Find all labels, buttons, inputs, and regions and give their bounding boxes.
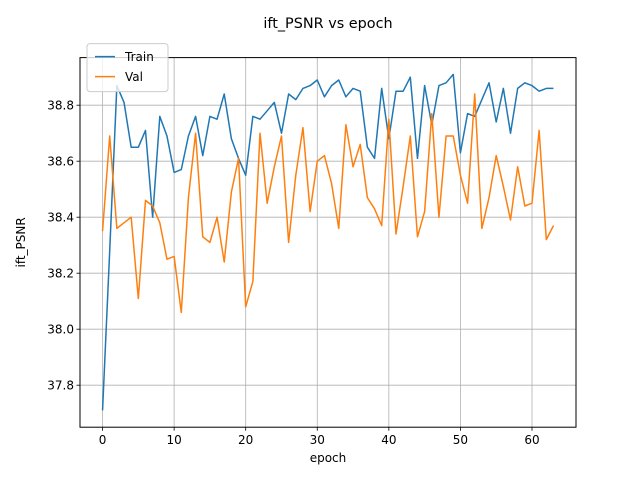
x-tick-label-5: 50 — [453, 433, 468, 447]
y-tick-label-4: 38.6 — [47, 155, 74, 169]
grid — [80, 57, 576, 428]
series-line-train — [101, 73, 554, 411]
y-tick-label-0: 37.8 — [47, 379, 74, 393]
y-tick-label-3: 38.4 — [47, 211, 74, 225]
axis-ticks: 0 10 20 30 40 50 60 37.8 38.0 38.2 38.4 38.6 38.8 — [47, 99, 539, 448]
x-tick-label-3: 30 — [310, 433, 325, 447]
series-line-val — [101, 93, 555, 314]
x-tick-label-4: 40 — [381, 433, 396, 447]
x-tick-label-0: 0 — [99, 433, 107, 447]
chart-title: ift_PSNR vs epoch — [263, 16, 392, 32]
x-tick-label-1: 10 — [166, 433, 181, 447]
legend-box — [86, 43, 169, 93]
series-lines — [101, 73, 555, 411]
legend: Train Val — [86, 43, 169, 93]
legend-label-train: Train — [124, 50, 154, 64]
x-axis-label: epoch — [310, 451, 347, 465]
y-tick-label-5: 38.8 — [47, 99, 74, 113]
y-axis-label: ift_PSNR — [14, 217, 28, 267]
legend-label-val: Val — [125, 70, 143, 84]
x-tick-label-2: 20 — [238, 433, 253, 447]
plot-frame — [79, 57, 577, 428]
y-tick-label-2: 38.2 — [47, 267, 74, 281]
y-tick-label-1: 38.0 — [47, 323, 74, 337]
x-tick-label-6: 60 — [524, 433, 539, 447]
